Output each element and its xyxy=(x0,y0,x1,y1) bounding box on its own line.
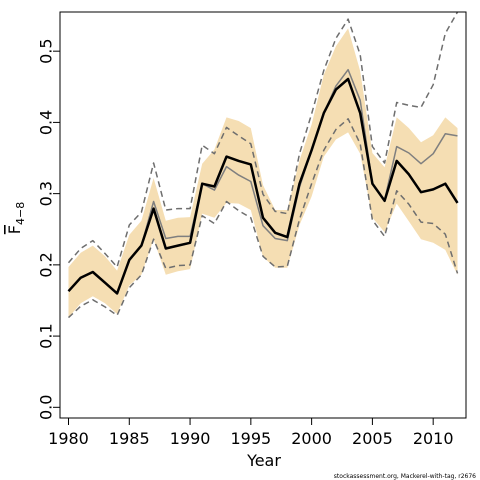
plot-frame xyxy=(59,11,467,419)
plot-area xyxy=(67,11,459,319)
y-axis-title: F4−8 xyxy=(5,202,27,234)
x-axis-title: Year xyxy=(246,451,281,470)
x-tick-label: 2005 xyxy=(352,429,393,448)
x-tick-label: 1985 xyxy=(109,429,150,448)
y-tick-label: 0.3 xyxy=(37,181,56,206)
x-tick-label: 1980 xyxy=(48,429,89,448)
series-line-estimate xyxy=(67,77,459,295)
y-tick-label: 0.2 xyxy=(37,252,56,277)
svg-text:F4−8: F4−8 xyxy=(5,202,27,234)
series-line-alternative-ci-lower xyxy=(67,118,459,319)
y-tick-label: 0.5 xyxy=(37,38,56,63)
series-line-alternative-ci-upper xyxy=(67,11,459,268)
x-tick-label: 2000 xyxy=(291,429,332,448)
y-tick-label: 0.1 xyxy=(37,323,56,348)
y-tick-label: 0.0 xyxy=(37,395,56,420)
x-tick-label: 1995 xyxy=(230,429,271,448)
confidence-band xyxy=(68,28,458,318)
axes: 1980 1985 1990 1995 2000 2005 2010 0.0 0.1 0.2 0.3… xyxy=(37,11,467,448)
y-tick-label: 0.4 xyxy=(37,110,56,135)
x-tick-label: 1990 xyxy=(170,429,211,448)
y-axis-title-subscript: 4−8 xyxy=(14,202,27,225)
x-tick-label: 2010 xyxy=(413,429,454,448)
footnote: stockassessment.org, Mackerel-with-tag, … xyxy=(334,473,476,480)
y-axis-title-main: F xyxy=(5,225,24,234)
